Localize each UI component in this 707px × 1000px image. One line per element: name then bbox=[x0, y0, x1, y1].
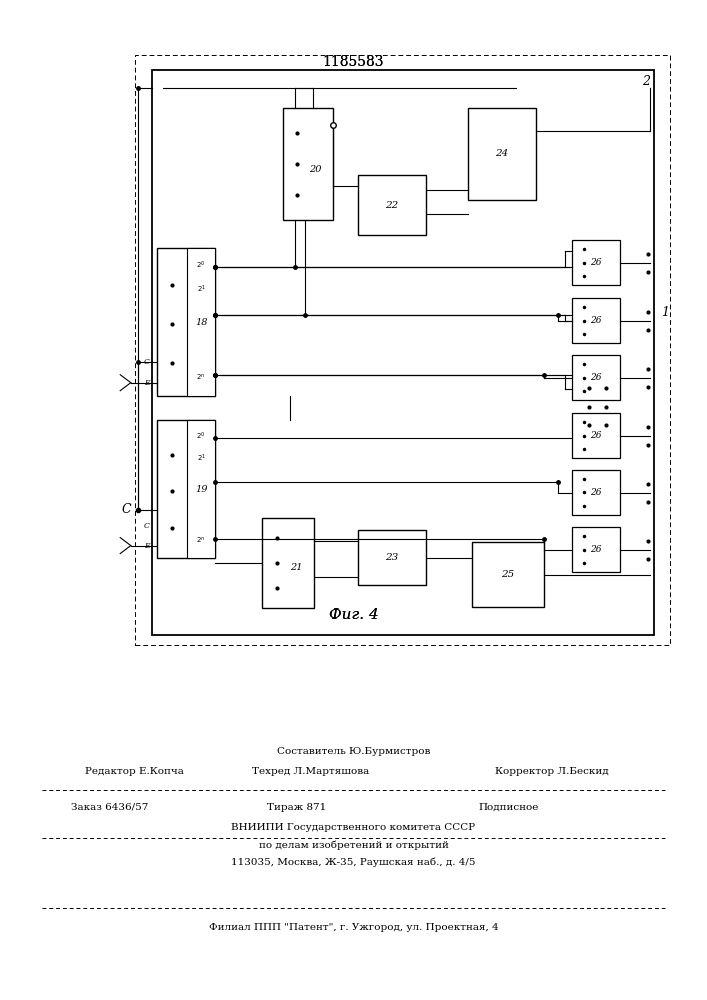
Text: 24: 24 bbox=[496, 149, 508, 158]
Text: 113035, Москва, Ж-35, Раушская наб., д. 4/5: 113035, Москва, Ж-35, Раушская наб., д. … bbox=[231, 857, 476, 867]
Text: Заказ 6436/57: Заказ 6436/57 bbox=[71, 802, 148, 812]
Text: 26: 26 bbox=[590, 488, 602, 497]
Text: 1185583: 1185583 bbox=[323, 55, 384, 69]
Bar bbox=[572, 413, 620, 458]
Bar bbox=[283, 108, 333, 220]
Text: 26: 26 bbox=[590, 373, 602, 382]
Text: 22: 22 bbox=[385, 200, 399, 210]
Text: Техред Л.Мартяшова: Техред Л.Мартяшова bbox=[252, 768, 370, 776]
Bar bbox=[187, 248, 215, 396]
Text: 19: 19 bbox=[195, 485, 207, 494]
Text: E: E bbox=[144, 379, 150, 387]
Bar bbox=[472, 542, 544, 607]
Bar bbox=[157, 420, 215, 558]
Text: Фиг. 4: Фиг. 4 bbox=[329, 608, 378, 622]
Text: $2^0$: $2^0$ bbox=[197, 431, 206, 442]
Text: Редактор Е.Копча: Редактор Е.Копча bbox=[85, 768, 184, 776]
Text: E: E bbox=[144, 542, 150, 550]
Text: 23: 23 bbox=[385, 553, 399, 562]
Text: $2^n$: $2^n$ bbox=[197, 535, 206, 545]
Text: 26: 26 bbox=[590, 431, 602, 440]
Text: Подписное: Подписное bbox=[479, 802, 539, 812]
Text: $2^0$: $2^0$ bbox=[197, 260, 206, 271]
Bar bbox=[572, 527, 620, 572]
Text: Фиг. 4: Фиг. 4 bbox=[329, 608, 378, 622]
Bar bbox=[152, 70, 654, 635]
Text: Филиал ППП "Патент", г. Ужгород, ул. Проектная, 4: Филиал ППП "Патент", г. Ужгород, ул. Про… bbox=[209, 924, 498, 932]
Text: Тираж 871: Тираж 871 bbox=[267, 802, 327, 812]
Text: $2^n$: $2^n$ bbox=[197, 372, 206, 382]
Text: C: C bbox=[144, 522, 150, 530]
Text: 1: 1 bbox=[661, 306, 669, 319]
Bar bbox=[135, 55, 670, 645]
Text: Составитель Ю.Бурмистров: Составитель Ю.Бурмистров bbox=[277, 748, 430, 756]
Bar bbox=[262, 518, 314, 608]
Bar bbox=[358, 530, 426, 585]
Bar bbox=[187, 420, 215, 558]
Text: по делам изобретений и открытий: по делам изобретений и открытий bbox=[259, 840, 448, 850]
Text: $2^1$: $2^1$ bbox=[197, 284, 206, 295]
Text: 26: 26 bbox=[590, 258, 602, 267]
Text: $2^1$: $2^1$ bbox=[197, 453, 206, 464]
Text: 21: 21 bbox=[290, 563, 302, 572]
Text: Корректор Л.Бескид: Корректор Л.Бескид bbox=[495, 768, 608, 776]
Bar bbox=[468, 108, 536, 200]
Text: C: C bbox=[121, 503, 131, 516]
Bar bbox=[572, 355, 620, 400]
Text: 26: 26 bbox=[590, 316, 602, 325]
Text: 25: 25 bbox=[501, 570, 515, 579]
Bar bbox=[572, 470, 620, 515]
Text: 26: 26 bbox=[590, 545, 602, 554]
Text: 1185583: 1185583 bbox=[323, 55, 384, 69]
Bar bbox=[572, 298, 620, 343]
Text: ВНИИПИ Государственного комитета СССР: ВНИИПИ Государственного комитета СССР bbox=[231, 824, 476, 832]
Text: C: C bbox=[144, 358, 150, 366]
Bar bbox=[572, 240, 620, 285]
Text: 2: 2 bbox=[643, 75, 650, 88]
Text: 18: 18 bbox=[195, 318, 207, 327]
Bar bbox=[157, 248, 215, 396]
Bar bbox=[358, 175, 426, 235]
Text: 20: 20 bbox=[309, 165, 322, 174]
